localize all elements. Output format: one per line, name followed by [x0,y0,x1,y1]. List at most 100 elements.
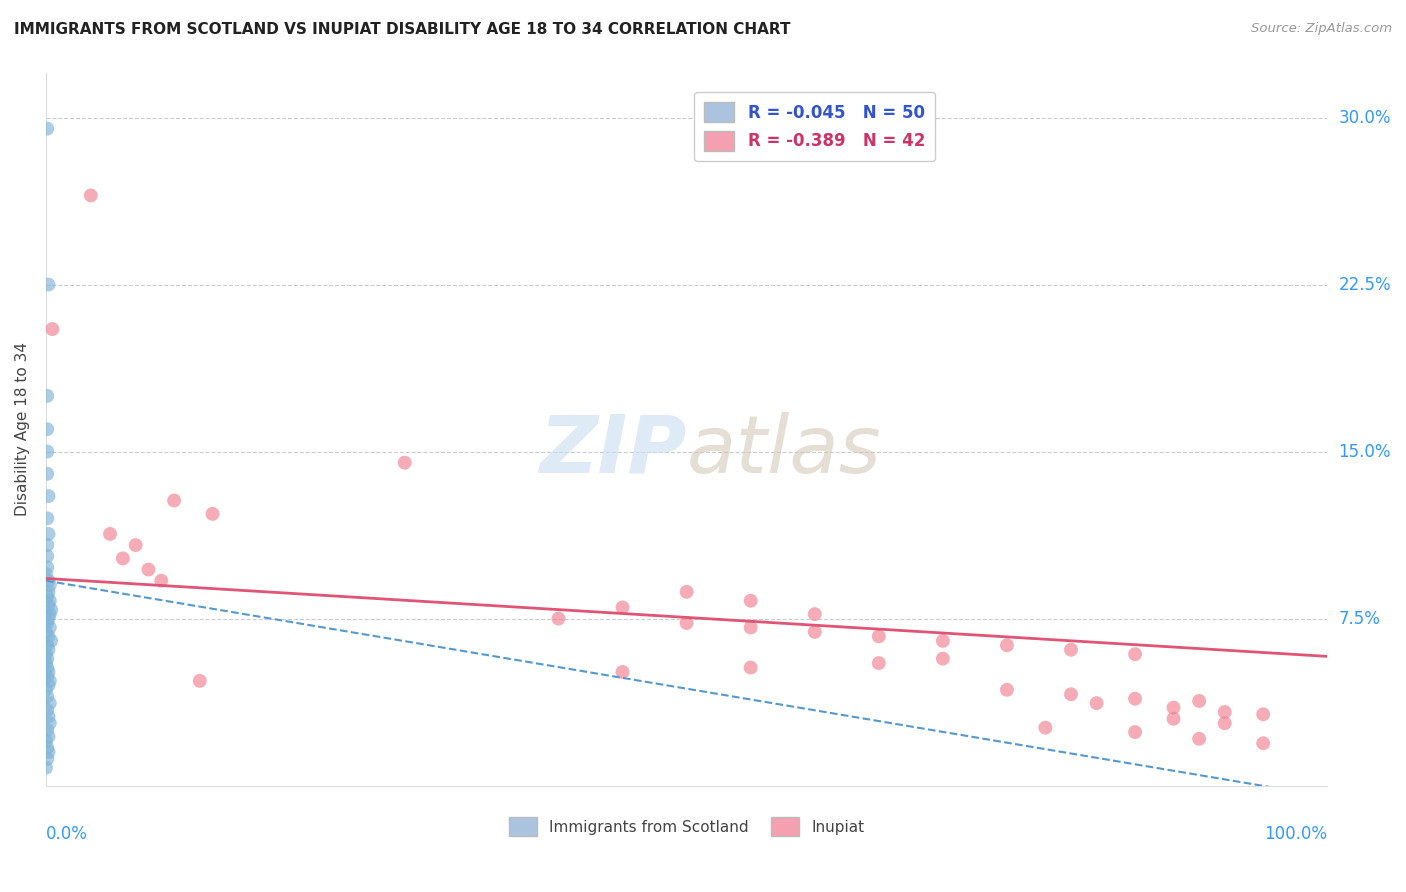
Point [803,624,825,639]
Point [38,678,60,692]
Y-axis label: Disability Age 18 to 34: Disability Age 18 to 34 [15,343,30,516]
Point [37,467,59,481]
Point [1188,694,1211,708]
Point [35,624,58,639]
Point [1188,731,1211,746]
Point [394,456,416,470]
Point [38,277,60,292]
Point [37,121,59,136]
Point [38,673,60,688]
Point [201,507,224,521]
Point [1123,691,1146,706]
Point [547,611,569,625]
Point [37,651,59,665]
Point [35,566,58,581]
Point [35,734,58,748]
Point [1251,707,1274,722]
Point [39,602,62,616]
Point [1060,687,1083,701]
Point [37,444,59,458]
Point [38,607,60,621]
Point [1060,642,1083,657]
Point [37,560,59,574]
Point [38,578,60,592]
Point [163,493,186,508]
Point [1163,700,1185,714]
Point [80,188,103,202]
Point [38,527,60,541]
Point [38,620,60,634]
Text: 22.5%: 22.5% [1339,276,1391,293]
Point [740,620,762,634]
Point [38,696,60,710]
Point [37,690,59,704]
Point [38,574,60,588]
Point [38,642,60,657]
Point [37,752,59,766]
Point [38,611,60,625]
Point [37,549,59,564]
Point [37,703,59,717]
Point [1035,721,1057,735]
Point [1085,696,1108,710]
Point [39,633,62,648]
Point [1213,705,1236,719]
Point [1251,736,1274,750]
Point [38,745,60,759]
Point [37,589,59,603]
Point [675,615,697,630]
Point [1163,712,1185,726]
Point [37,389,59,403]
Point [803,607,825,621]
Point [37,511,59,525]
Point [38,730,60,744]
Point [38,598,60,612]
Point [38,709,60,723]
Point [675,584,697,599]
Text: ZIP: ZIP [540,411,686,490]
Point [995,638,1018,652]
Point [740,593,762,607]
Point [38,665,60,679]
Point [37,723,59,737]
Point [35,761,58,775]
Point [35,682,58,697]
Point [37,638,59,652]
Point [111,551,134,566]
Point [868,656,890,670]
Legend: Immigrants from Scotland, Inupiat: Immigrants from Scotland, Inupiat [503,811,870,842]
Point [38,716,60,731]
Point [37,422,59,436]
Point [188,673,211,688]
Point [38,593,60,607]
Point [995,682,1018,697]
Point [932,633,955,648]
Point [932,651,955,665]
Point [37,538,59,552]
Point [35,647,58,661]
Point [612,665,634,679]
Point [37,615,59,630]
Point [98,527,121,541]
Point [35,656,58,670]
Point [868,629,890,643]
Point [38,629,60,643]
Point [1123,725,1146,739]
Point [37,740,59,755]
Text: 15.0%: 15.0% [1339,442,1391,460]
Text: atlas: atlas [686,411,882,490]
Point [38,584,60,599]
Text: 100.0%: 100.0% [1264,825,1327,843]
Point [1123,647,1146,661]
Point [124,538,146,552]
Text: Source: ZipAtlas.com: Source: ZipAtlas.com [1251,22,1392,36]
Point [740,660,762,674]
Text: 7.5%: 7.5% [1339,609,1381,628]
Point [150,574,173,588]
Point [37,669,59,683]
Point [37,660,59,674]
Point [612,600,634,615]
Point [41,322,63,336]
Text: 0.0%: 0.0% [46,825,87,843]
Point [38,489,60,503]
